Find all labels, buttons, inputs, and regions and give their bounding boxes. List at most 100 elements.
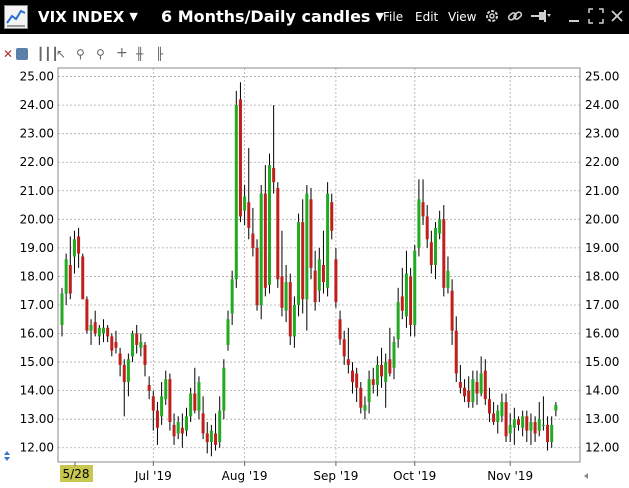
menu-edit[interactable]: Edit [415, 10, 439, 24]
candle-body [268, 165, 271, 285]
candle [326, 182, 330, 297]
bars-icon[interactable]: ┃┃┃ [37, 47, 59, 61]
link-icon[interactable] [507, 8, 523, 24]
y-tick-label-left: 16.00 [20, 327, 54, 341]
candle [118, 347, 122, 377]
candle [351, 362, 354, 394]
close-icon[interactable] [610, 8, 624, 24]
candle-body [359, 387, 363, 408]
candle-body [280, 276, 284, 308]
candle-body [512, 419, 516, 428]
y-tick-label-right: 16.00 [585, 327, 619, 341]
candle [288, 273, 292, 345]
candle [483, 359, 487, 405]
candle [114, 330, 118, 354]
candle [500, 393, 504, 423]
candle-body [467, 390, 471, 403]
candle-body [400, 296, 404, 311]
candle [413, 245, 417, 337]
candle [529, 413, 533, 445]
candle-body [64, 259, 68, 294]
info-icon[interactable] [16, 48, 28, 60]
y-tick-label-left: 14.00 [20, 384, 54, 398]
candle [160, 382, 164, 425]
candle [517, 416, 520, 431]
draw-icon[interactable]: ↖ [56, 47, 67, 61]
candle [417, 179, 421, 257]
candle-body [85, 299, 89, 331]
candle-body [384, 362, 388, 383]
candle-body [338, 319, 342, 340]
cursor-icon[interactable]: ╫ [136, 47, 144, 61]
candle-body [425, 216, 429, 240]
candle-body [458, 382, 462, 388]
x-tick-label: Jul '19 [134, 469, 172, 483]
candle-body [201, 413, 205, 434]
menu-file[interactable]: File [383, 10, 404, 24]
candle-body [492, 413, 496, 423]
candle [139, 333, 143, 357]
candle [155, 402, 159, 445]
candle [450, 279, 454, 345]
candle-body [342, 339, 346, 357]
candle [512, 407, 516, 445]
candle-body [429, 242, 433, 265]
candle-body [81, 256, 85, 300]
candle-body [118, 353, 122, 365]
candle [334, 247, 338, 308]
chart-app-icon[interactable] [4, 5, 28, 29]
candle [475, 370, 479, 405]
scroll-left-icon[interactable] [4, 451, 10, 461]
candle-body [521, 416, 525, 428]
candle [147, 376, 151, 400]
candle [492, 402, 496, 425]
candle-body [417, 199, 421, 248]
candle [81, 253, 85, 300]
candle-body [525, 416, 529, 431]
candle-body [189, 393, 193, 417]
close-x-icon[interactable]: ✕ [3, 47, 14, 61]
candle [102, 319, 105, 343]
candle-body [508, 424, 512, 434]
candle-body [93, 322, 97, 334]
candle [541, 396, 545, 431]
candle [496, 404, 500, 434]
timeframe-dropdown-icon[interactable]: ▼ [375, 10, 384, 23]
candle [346, 327, 350, 374]
zoom-out-icon[interactable]: ⚲ [96, 47, 105, 61]
candle-body [272, 167, 276, 183]
timeframe-label: 6 Months/Daily candles [161, 7, 371, 26]
gear-icon[interactable] [484, 8, 500, 24]
candle-body [72, 239, 76, 257]
crosshair-icon[interactable]: + [116, 45, 128, 61]
axes: 25.00 25.00 24.00 24.00 23.00 23.00 22.00 22.00… [20, 70, 620, 483]
candle [263, 165, 267, 297]
candle [404, 250, 408, 328]
candle [243, 185, 247, 226]
bar-type-icon[interactable]: ╟ [156, 47, 164, 61]
candle-body [454, 330, 458, 374]
y-tick-label-left: 15.00 [20, 355, 54, 369]
menu-view[interactable]: View [448, 10, 477, 24]
y-tick-label-left: 25.00 [20, 70, 54, 84]
symbol-dropdown-icon[interactable]: ▼ [129, 10, 138, 23]
minimize-icon[interactable] [567, 8, 581, 24]
candle [375, 356, 379, 397]
maximize-icon[interactable] [588, 8, 604, 24]
candle-body [380, 364, 384, 377]
pin-icon[interactable] [530, 8, 552, 24]
y-tick-label-right: 23.00 [585, 127, 619, 141]
zoom-in-icon[interactable]: ⚲ [76, 47, 85, 61]
candle-body [363, 404, 367, 411]
candle [89, 319, 93, 345]
candle [504, 393, 508, 443]
candle-body [222, 367, 226, 411]
candle [122, 359, 126, 417]
candle [537, 402, 541, 437]
window-title[interactable]: VIX INDEX ▼ 6 Months/Daily candles ▼ [38, 7, 384, 26]
symbol-label: VIX INDEX [38, 8, 125, 26]
scroll-right-icon[interactable] [584, 473, 588, 479]
candle-body [114, 342, 118, 348]
candle [446, 256, 450, 294]
